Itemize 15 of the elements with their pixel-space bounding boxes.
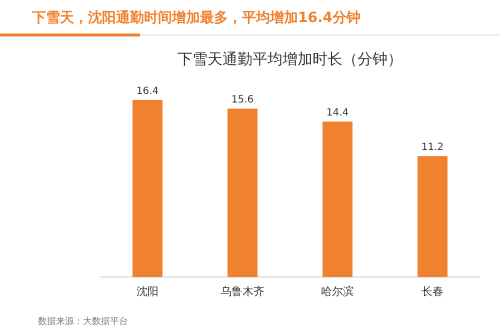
chart-title: 下雪天，沈阳通勤时间增加最多，平均增加16.4分钟 [31,9,361,26]
x-tick-label: 长春 [422,285,444,298]
data-label: 16.4 [136,86,159,97]
x-tick-label: 乌鲁木齐 [220,285,264,298]
bar [132,100,162,277]
data-label: 15.6 [231,94,254,106]
bar [322,122,352,277]
source-note: 数据来源：大数据平台 [38,316,128,327]
x-tick-label: 哈尔滨 [321,285,354,298]
data-label: 11.2 [421,142,444,154]
chart-subtitle: 下雪天通勤平均增加时长（分钟） [178,50,402,68]
bar [228,108,258,277]
bar [418,156,448,277]
data-label: 14.4 [326,108,349,119]
x-tick-label: 沈阳 [136,285,158,298]
